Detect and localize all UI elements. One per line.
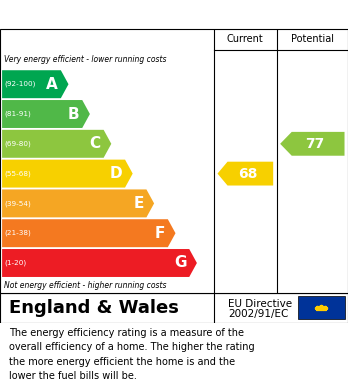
Text: Very energy efficient - lower running costs: Very energy efficient - lower running co… (4, 55, 167, 64)
Text: E: E (133, 196, 144, 211)
Text: (92-100): (92-100) (4, 81, 35, 88)
Text: The energy efficiency rating is a measure of the
overall efficiency of a home. T: The energy efficiency rating is a measur… (9, 328, 254, 381)
Text: 68: 68 (238, 167, 257, 181)
Polygon shape (2, 70, 69, 98)
Text: (55-68): (55-68) (4, 170, 31, 177)
Polygon shape (280, 132, 345, 156)
Text: Not energy efficient - higher running costs: Not energy efficient - higher running co… (4, 281, 167, 290)
Text: (21-38): (21-38) (4, 230, 31, 237)
Text: Current: Current (227, 34, 264, 45)
Text: B: B (68, 106, 79, 122)
Polygon shape (218, 162, 273, 185)
Text: C: C (90, 136, 101, 151)
Text: A: A (46, 77, 58, 92)
Text: Energy Efficiency Rating: Energy Efficiency Rating (9, 7, 219, 22)
Text: EU Directive: EU Directive (228, 298, 292, 308)
Text: 77: 77 (305, 137, 324, 151)
Polygon shape (2, 160, 133, 188)
Text: England & Wales: England & Wales (9, 299, 179, 317)
Text: (81-91): (81-91) (4, 111, 31, 117)
Polygon shape (2, 100, 90, 128)
Polygon shape (2, 249, 197, 277)
Polygon shape (2, 189, 154, 217)
Text: (1-20): (1-20) (4, 260, 26, 266)
Text: D: D (110, 166, 122, 181)
Text: F: F (155, 226, 165, 241)
Text: (39-54): (39-54) (4, 200, 31, 207)
Text: G: G (174, 255, 187, 271)
Text: 2002/91/EC: 2002/91/EC (228, 309, 288, 319)
Text: Potential: Potential (291, 34, 334, 45)
Text: (69-80): (69-80) (4, 140, 31, 147)
Polygon shape (2, 130, 111, 158)
Bar (298, 296, 345, 319)
Polygon shape (2, 219, 175, 247)
